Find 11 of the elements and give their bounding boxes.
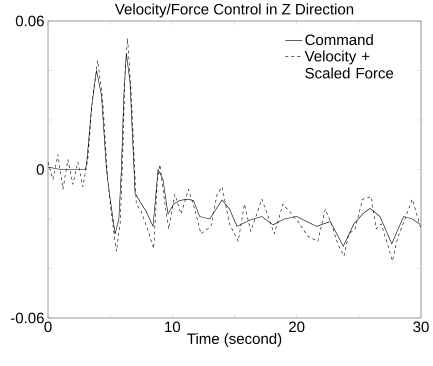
x-axis-title: Time (second) xyxy=(187,333,282,347)
x-tick-label: 30 xyxy=(413,322,429,332)
y-tick-label: 0 xyxy=(36,164,44,175)
x-tick-label: 20 xyxy=(289,322,304,332)
y-tick-label: -0.06 xyxy=(10,312,44,324)
chart-title: Velocity/Force Control in Z Direction xyxy=(114,3,354,18)
x-tick-label: 0 xyxy=(44,322,52,332)
y-tick-label: 0.06 xyxy=(16,16,44,26)
x-tick-label: 10 xyxy=(165,322,180,332)
legend-label: Command xyxy=(305,34,373,46)
legend-label: Velocity + Scaled Force xyxy=(304,50,394,78)
